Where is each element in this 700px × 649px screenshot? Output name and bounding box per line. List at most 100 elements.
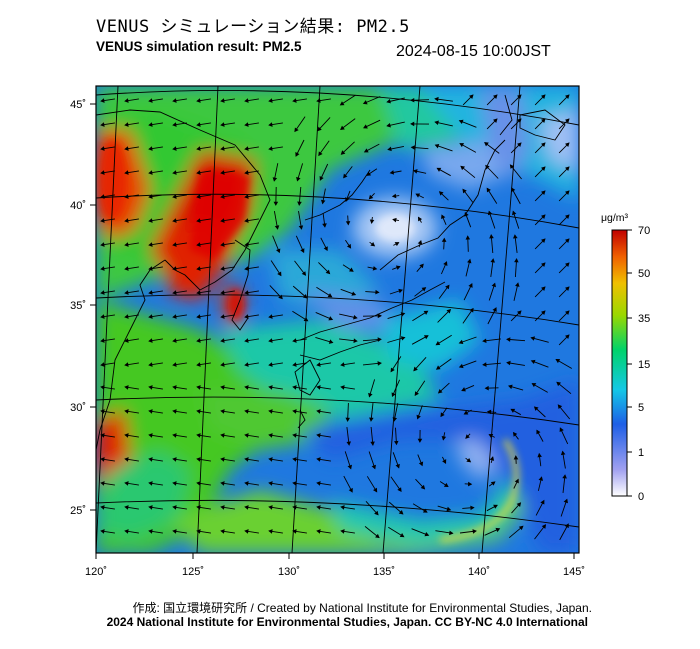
colorbar-unit: μg/m³ — [601, 212, 629, 224]
wind-arrowhead — [268, 457, 273, 462]
wind-arrowhead — [148, 338, 153, 343]
wind-arrowhead — [416, 414, 421, 420]
wind-arrowhead — [435, 341, 441, 346]
wind-arrowhead — [424, 532, 430, 537]
wind-arrowhead — [506, 337, 511, 342]
wind-arrowhead — [466, 458, 472, 463]
wind-arrowhead — [390, 367, 395, 373]
wind-arrowhead — [196, 314, 201, 319]
wind-arrowhead — [196, 529, 201, 534]
wind-arrowhead — [316, 529, 321, 534]
wind-arrowhead — [368, 194, 374, 200]
lat-label: 35˚ — [70, 300, 86, 312]
wind-arrowhead — [124, 218, 129, 223]
wind-arrowhead — [445, 284, 450, 290]
wind-arrowhead — [340, 505, 345, 510]
wind-arrowhead — [536, 429, 541, 435]
wind-arrowhead — [172, 433, 177, 438]
wind-arrowhead — [124, 98, 129, 103]
wind-arrowhead — [148, 481, 153, 486]
wind-arrowhead — [482, 362, 487, 367]
wind-arrowhead — [124, 362, 129, 367]
wind-arrowhead — [515, 282, 520, 287]
wind-arrowhead — [560, 450, 566, 456]
wind-arrowhead — [538, 476, 544, 481]
wind-arrowhead — [320, 199, 326, 205]
wind-arrowhead — [563, 498, 568, 504]
wind-arrowhead — [268, 362, 273, 367]
wind-arrowhead — [292, 362, 297, 367]
wind-arrowhead — [518, 525, 524, 531]
wind-arrowhead — [196, 290, 201, 295]
wind-arrowhead — [392, 217, 397, 223]
wind-arrowhead — [446, 506, 452, 512]
wind-arrowhead — [441, 436, 447, 441]
wind-arrowhead — [268, 385, 273, 390]
wind-arrowhead — [399, 533, 405, 538]
wind-arrowhead — [443, 482, 449, 487]
wind-arrowhead — [148, 529, 153, 534]
wind-arrowhead — [418, 461, 424, 467]
wind-arrowhead — [468, 481, 473, 487]
wind-arrowhead — [292, 409, 297, 414]
wind-arrowhead — [220, 505, 225, 510]
wind-arrowhead — [100, 529, 105, 534]
wind-arrowhead — [124, 409, 129, 414]
wind-arrowhead — [268, 146, 273, 151]
wind-arrowhead — [541, 166, 546, 171]
wind-arrowhead — [465, 434, 470, 439]
wind-arrowhead — [371, 464, 376, 470]
wind-arrowhead — [148, 146, 153, 151]
wind-arrowhead — [423, 310, 429, 315]
wind-arrowhead — [419, 263, 424, 269]
wind-arrowhead — [346, 441, 352, 446]
wind-arrowhead — [148, 194, 153, 199]
wind-arrowhead — [296, 176, 301, 182]
wind-arrowhead — [565, 118, 570, 123]
wind-arrowhead — [437, 389, 443, 394]
wind-arrowhead — [148, 505, 153, 510]
wind-arrowhead — [441, 214, 446, 220]
wind-arrowhead — [100, 146, 105, 151]
wind-arrowhead — [244, 266, 249, 271]
wind-arrowhead — [516, 502, 522, 507]
wind-arrowhead — [124, 170, 129, 175]
wind-arrowhead — [537, 452, 542, 458]
wind-arrowhead — [541, 310, 546, 315]
wind-arrowhead — [148, 409, 153, 414]
wind-arrowhead — [244, 146, 249, 151]
wind-arrowhead — [100, 433, 105, 438]
wind-arrowhead — [463, 410, 469, 415]
wind-arrowhead — [369, 417, 374, 422]
wind-arrowhead — [436, 167, 442, 172]
wind-arrowhead — [386, 122, 391, 128]
wind-arrowhead — [172, 481, 177, 486]
wind-arrowhead — [512, 431, 518, 437]
wind-arrowhead — [377, 313, 382, 319]
wind-arrowhead — [410, 97, 415, 103]
wind-arrowhead — [343, 173, 348, 179]
wind-arrowhead — [124, 433, 129, 438]
wind-arrowhead — [124, 194, 129, 199]
wind-arrowhead — [148, 242, 153, 247]
wind-arrowhead — [339, 101, 345, 106]
wind-arrowhead — [292, 98, 297, 103]
wind-arrowhead — [394, 242, 400, 247]
wind-arrowhead — [148, 170, 153, 175]
wind-arrowhead — [541, 286, 546, 291]
wind-arrowhead — [565, 286, 570, 291]
wind-arrowhead — [220, 98, 225, 103]
wind-arrowhead — [220, 481, 225, 486]
wind-arrowhead — [495, 527, 501, 533]
wind-arrowhead — [301, 271, 307, 276]
wind-arrowhead — [467, 258, 472, 264]
wind-arrowhead — [244, 385, 249, 390]
wind-arrowhead — [517, 142, 522, 147]
wind-arrowhead — [100, 457, 105, 462]
wind-arrowhead — [244, 529, 249, 534]
wind-arrowhead — [268, 338, 273, 343]
wind-arrowhead — [459, 143, 465, 148]
coastlines — [96, 94, 566, 451]
wind-arrowhead — [298, 225, 304, 230]
wind-arrowhead — [438, 191, 444, 196]
